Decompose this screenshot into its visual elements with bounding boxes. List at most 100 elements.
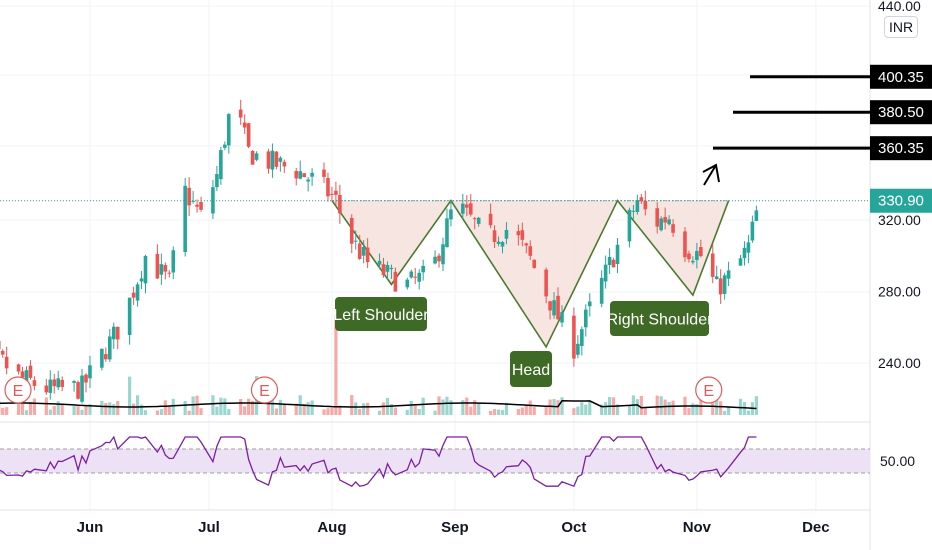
candle-body-134	[699, 247, 703, 257]
price-tick-2: 280.00	[878, 284, 921, 300]
volume-bar-36	[159, 409, 163, 415]
candle-body-79	[393, 271, 398, 292]
earnings-label-1: E	[259, 383, 270, 400]
volume-bar-18	[56, 401, 60, 415]
price-tick-0: 440.00	[878, 0, 921, 14]
volume-bar-55	[266, 401, 271, 415]
candle-body-36	[159, 264, 164, 275]
volume-bar-101	[520, 407, 524, 415]
candle-body-93	[472, 218, 477, 220]
volume-bar-29	[116, 401, 120, 415]
candle-body-102	[524, 243, 529, 246]
candle-body-24	[88, 365, 92, 379]
volume-bar-93	[473, 400, 477, 415]
date-label-aug: Aug	[317, 519, 346, 536]
volume-bar-125	[655, 395, 659, 415]
candle-body-39	[171, 250, 176, 273]
earnings-marker-0	[4, 376, 32, 404]
volume-bar-10	[16, 403, 21, 415]
candle-body-16	[48, 379, 53, 393]
candle-body-62	[302, 173, 306, 178]
price-axis[interactable]: 440.00 320.00 280.00 240.00	[878, 0, 921, 371]
volume-bar-87	[441, 399, 445, 415]
candle-body-107	[552, 300, 556, 316]
candle-body-21	[76, 382, 80, 399]
candle-body-37	[163, 265, 168, 272]
candle-body-95	[488, 213, 493, 226]
volume-bar-50	[239, 399, 243, 415]
volume-ma-line	[0, 400, 757, 410]
currency-badge: INR	[884, 16, 919, 38]
candle-body-26	[104, 354, 108, 360]
candle-body-139	[726, 270, 731, 279]
candle-body-70	[349, 217, 354, 244]
volume-bar-71	[354, 402, 358, 415]
volume-bar-78	[389, 404, 394, 415]
candle-body-30	[127, 297, 132, 335]
candle-body-60	[294, 170, 299, 179]
rsi-line	[0, 435, 757, 488]
pattern-annotations: Left Shoulder Head Right Shoulder	[333, 297, 713, 387]
volume-bar-73	[362, 403, 366, 415]
volume-bar-90	[461, 400, 465, 415]
volume-bar-57	[274, 408, 278, 415]
volume-bar-120	[627, 405, 632, 415]
candle-body-66	[326, 177, 330, 197]
volume-bar-106	[548, 399, 552, 415]
candle-body-27	[108, 336, 112, 360]
candle-body-120	[627, 209, 632, 242]
volume-bar-100	[516, 409, 520, 415]
volume-bar-96	[492, 409, 497, 415]
candle-body-50	[238, 109, 243, 118]
candle-body-122	[635, 200, 640, 213]
volume-bar-41	[187, 410, 191, 415]
candle-body-48	[223, 144, 227, 148]
candle-body-89	[449, 209, 453, 220]
rsi-pane: 50.00	[0, 435, 915, 488]
candle-body-31	[131, 292, 136, 298]
volume-bar-20	[72, 405, 76, 415]
candle-body-53	[250, 150, 255, 165]
candle-body-101	[520, 230, 525, 240]
volume-bar-46	[215, 406, 219, 415]
candle-body-74	[365, 247, 370, 263]
volume-bar-89	[449, 400, 453, 415]
volume-bar-28	[112, 404, 116, 415]
candle-body-126	[659, 218, 663, 231]
candle-body-128	[667, 219, 671, 225]
volume-bar-70	[350, 395, 354, 415]
target-label-2: 360.35	[878, 140, 924, 157]
volume-bar-44	[199, 408, 203, 415]
candle-body-141	[742, 247, 747, 259]
candle-body-49	[227, 114, 231, 146]
volume-bar-142	[746, 410, 751, 415]
volume-bar-59	[282, 404, 286, 415]
candle-body-99	[504, 229, 509, 239]
volume-bar-42	[191, 396, 195, 415]
candle-body-11	[20, 371, 25, 378]
candle-body-22	[80, 375, 84, 402]
volume-bar-31	[132, 403, 136, 415]
candle-body-130	[683, 231, 687, 258]
volume-bar-34	[143, 410, 148, 415]
volume-bar-114	[588, 401, 592, 415]
date-label-oct: Oct	[561, 519, 586, 536]
candle-body-15	[44, 385, 49, 393]
candle-body-97	[496, 241, 501, 244]
volume-bar-133	[695, 403, 699, 415]
time-axis[interactable]: Jun Jul Aug Sep Oct Nov Dec	[77, 519, 830, 536]
label-box-head	[510, 351, 552, 387]
candle-body-77	[385, 264, 390, 272]
target-label-1: 380.50	[878, 104, 924, 121]
volume-bar-62	[302, 403, 306, 415]
candle-body-98	[500, 242, 505, 247]
candle-body-18	[56, 378, 61, 388]
candle-body-43	[195, 204, 199, 207]
earnings-label-0: E	[13, 383, 24, 400]
candle-body-46	[215, 174, 219, 188]
volume-bar-132	[691, 403, 695, 415]
candle-body-109	[560, 312, 564, 323]
candle-body-127	[663, 216, 667, 223]
target-levels: 330.90 400.35 380.50 360.35	[0, 64, 932, 213]
